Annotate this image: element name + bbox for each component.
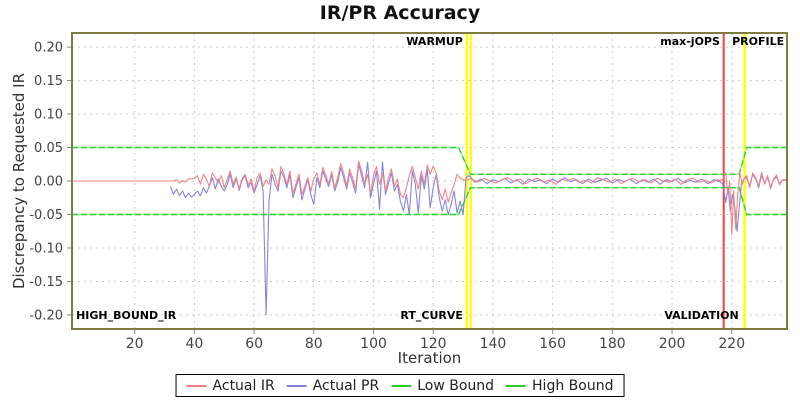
legend-item: High Bound: [506, 378, 613, 394]
high-bound-line-swatch: [506, 384, 527, 387]
svg-text:120: 120: [420, 336, 447, 352]
svg-text:-0.10: -0.10: [29, 241, 63, 256]
x-axis-label: Iteration: [397, 349, 462, 367]
svg-text:0.05: 0.05: [34, 141, 63, 156]
svg-text:-0.15: -0.15: [29, 275, 63, 290]
y-axis-label: Discrepancy to Requested IR: [10, 72, 28, 290]
svg-text:0.00: 0.00: [34, 175, 63, 190]
legend-label: High Bound: [532, 377, 614, 394]
svg-text:40: 40: [185, 336, 203, 352]
legend-item: Actual PR: [286, 377, 380, 394]
svg-text:-0.20: -0.20: [29, 308, 63, 323]
svg-text:WARMUP: WARMUP: [406, 35, 463, 48]
svg-text:100: 100: [360, 336, 387, 352]
legend-label: Low Bound: [417, 377, 495, 394]
svg-text:0.10: 0.10: [34, 108, 63, 123]
svg-text:140: 140: [480, 336, 507, 352]
svg-text:PROFILE: PROFILE: [732, 35, 784, 48]
chart-title: IR/PR Accuracy: [319, 2, 481, 24]
svg-text:220: 220: [718, 336, 745, 352]
svg-text:-0.05: -0.05: [29, 208, 63, 223]
legend-item: Low Bound: [391, 378, 494, 394]
svg-text:0.20: 0.20: [34, 41, 63, 56]
svg-text:max-jOPS: max-jOPS: [660, 35, 720, 48]
svg-text:RT_CURVE: RT_CURVE: [400, 309, 462, 322]
legend-item: Actual IR: [186, 377, 275, 394]
actual-pr-line-swatch: [286, 384, 307, 387]
svg-text:0.15: 0.15: [34, 74, 63, 89]
svg-text:80: 80: [305, 336, 323, 352]
svg-text:160: 160: [539, 336, 566, 352]
svg-text:VALIDATION: VALIDATION: [664, 309, 738, 322]
actual-ir-line-swatch: [186, 384, 207, 387]
svg-text:60: 60: [245, 336, 263, 352]
legend-label: Actual PR: [312, 377, 380, 394]
legend-label: Actual IR: [212, 377, 275, 394]
legend: Actual IR Actual PR Low Bound High Bound: [175, 374, 625, 397]
svg-text:200: 200: [659, 336, 686, 352]
low-bound-line-swatch: [391, 384, 412, 387]
svg-text:180: 180: [599, 336, 626, 352]
svg-text:20: 20: [126, 336, 144, 352]
svg-text:HIGH_BOUND_IR: HIGH_BOUND_IR: [76, 309, 177, 322]
